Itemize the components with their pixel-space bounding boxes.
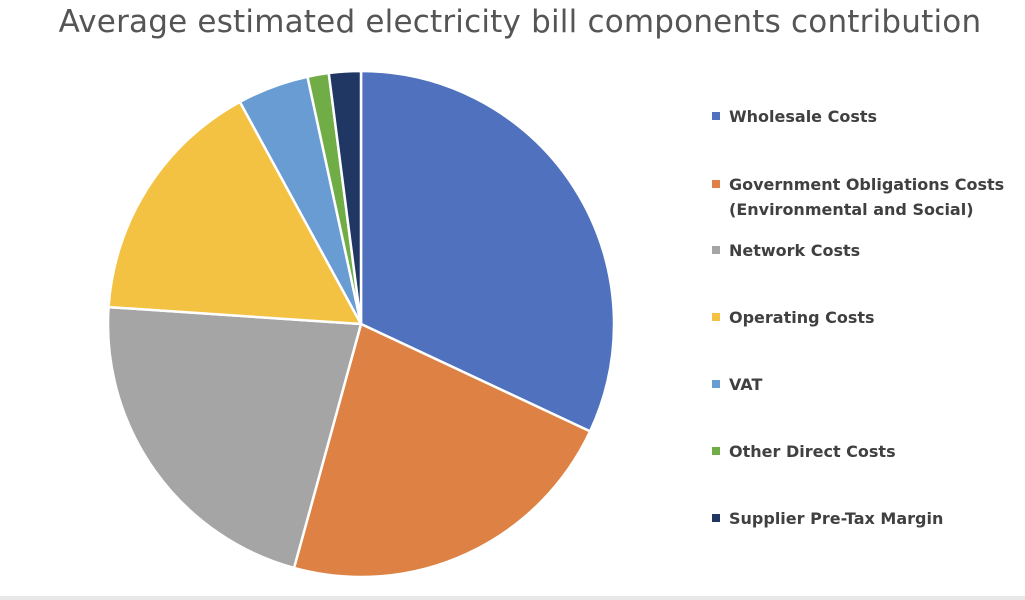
pie-slice-network-costs xyxy=(106,305,363,570)
chart-legend: Wholesale Costs Government Obligations Co… xyxy=(712,0,1012,600)
legend-label: VAT xyxy=(729,375,763,394)
legend-swatch xyxy=(712,112,720,120)
legend-swatch xyxy=(712,380,720,388)
pie-slice-operating-costs xyxy=(107,100,363,326)
legend-label: Wholesale Costs xyxy=(729,107,878,126)
legend-label: Government Obligations Costs (Environmen… xyxy=(729,175,1005,219)
legend-label: Other Direct Costs xyxy=(729,442,896,461)
legend-label: Supplier Pre-Tax Margin xyxy=(729,509,944,528)
pie-slice-wholesale-costs xyxy=(359,69,616,433)
legend-swatch xyxy=(712,447,720,455)
pie-slice-supplier-pre-tax-margin xyxy=(327,69,363,326)
pie-slice-government-obligations-costs-environmental-and-social xyxy=(292,322,592,579)
legend-label: Operating Costs xyxy=(729,308,875,327)
chart-title: Average estimated electricity bill compo… xyxy=(58,4,982,40)
legend-swatch xyxy=(712,514,720,522)
legend-swatch xyxy=(712,313,720,321)
legend-swatch xyxy=(712,180,720,188)
legend-swatch xyxy=(712,246,720,254)
legend-label: Network Costs xyxy=(729,241,861,260)
bottom-divider xyxy=(0,596,1025,600)
